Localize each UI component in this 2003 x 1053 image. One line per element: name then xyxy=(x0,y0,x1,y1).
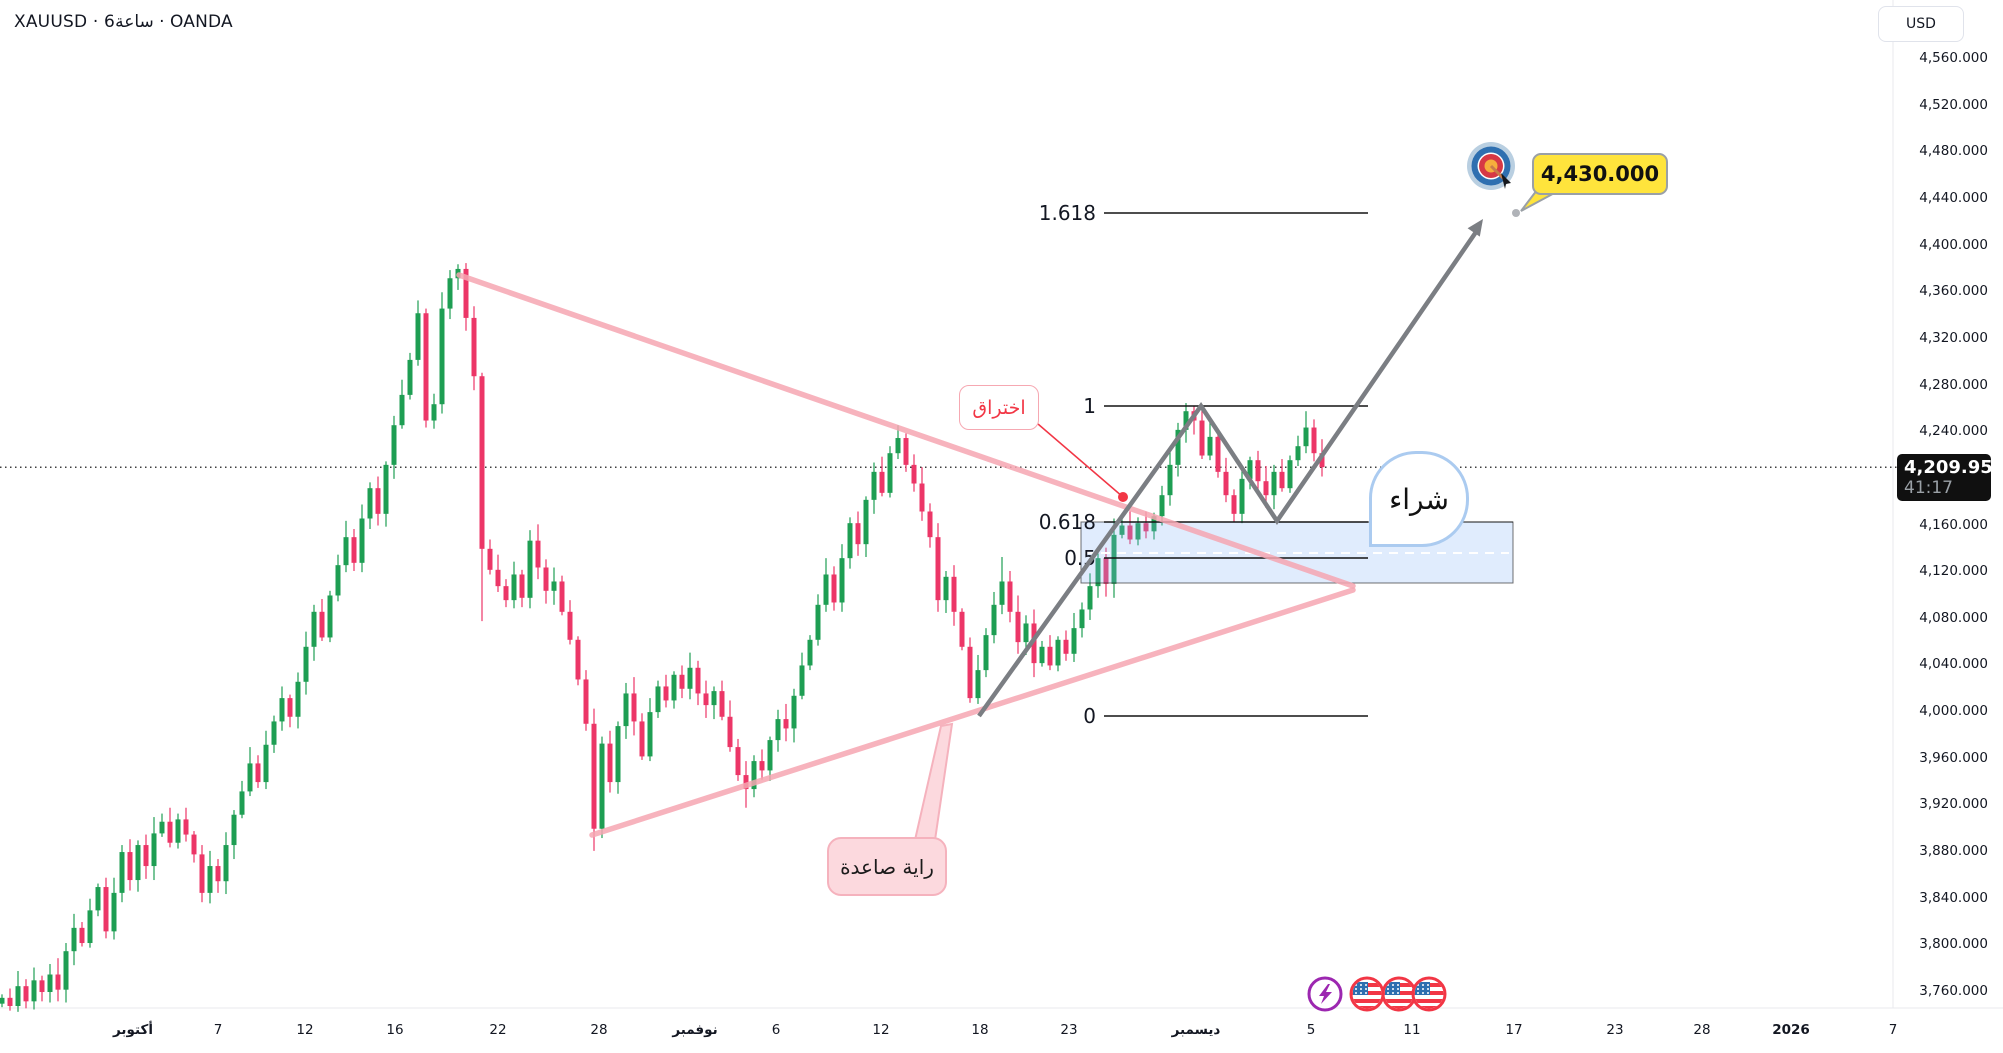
target-price-label[interactable]: 4,430.000 xyxy=(1532,153,1668,195)
price-scale-label: 3,960.000 xyxy=(1919,749,1988,766)
time-scale-label: 7 xyxy=(1888,1022,1898,1038)
time-scale-label: ديسمبر xyxy=(1171,1022,1221,1038)
price-scale-label: 3,840.000 xyxy=(1919,889,1988,906)
fib-level-label: 1.618 xyxy=(1039,201,1096,225)
time-scale-label: 17 xyxy=(1505,1022,1523,1038)
breakout-dot xyxy=(1118,492,1128,502)
price-scale-label: 4,240.000 xyxy=(1919,423,1988,440)
candles-layer xyxy=(0,263,1325,1012)
time-scale-label: 22 xyxy=(489,1022,507,1038)
breakout-annotation[interactable]: اختراق xyxy=(959,385,1039,430)
ascending-flag-annotation[interactable]: راية صاعدة xyxy=(827,837,947,896)
symbol-title[interactable]: XAUUSD · 6ساعة · OANDA xyxy=(14,12,233,32)
time-scale-label: 23 xyxy=(1060,1022,1078,1038)
price-scale-label: 4,440.000 xyxy=(1919,189,1988,206)
time-scale-label: 28 xyxy=(1693,1022,1711,1038)
fib-level-label: 1 xyxy=(1083,394,1096,418)
price-scale-label: 4,160.000 xyxy=(1919,516,1988,533)
price-scale-label: 4,520.000 xyxy=(1919,96,1988,113)
target-label-anchor-dot xyxy=(1512,209,1520,217)
time-scale-label: 23 xyxy=(1606,1022,1624,1038)
us-flag-icon xyxy=(1381,976,1417,1012)
pennant-trendline xyxy=(456,272,1356,589)
current-price-value: 4,209.955 xyxy=(1904,457,2003,478)
time-scale-label: 5 xyxy=(1306,1022,1316,1038)
price-scale-label: 4,120.000 xyxy=(1919,563,1988,580)
time-scale-label: 11 xyxy=(1403,1022,1421,1038)
price-scale-label: 3,920.000 xyxy=(1919,796,1988,813)
price-scale-label: 3,760.000 xyxy=(1919,983,1988,999)
time-scale-label: 2026 xyxy=(1772,1022,1810,1038)
current-price-tag[interactable]: 4,209.955 41:17 xyxy=(1897,454,2003,501)
time-scale-label: 16 xyxy=(386,1022,404,1038)
breakout-pointer-line xyxy=(1037,423,1124,498)
fib-level-label: 0.618 xyxy=(1039,510,1096,534)
time-scale-label: 12 xyxy=(872,1022,890,1038)
price-scale-label: 4,560.000 xyxy=(1919,50,1988,66)
dartboard-target-icon[interactable] xyxy=(1465,140,1519,198)
us-flag-icon xyxy=(1349,976,1385,1012)
price-scale-label: 4,360.000 xyxy=(1919,283,1988,300)
currency-toggle-button[interactable]: USD xyxy=(1878,6,1964,42)
price-scale-label: 4,280.000 xyxy=(1919,376,1988,393)
time-scale-label: 28 xyxy=(590,1022,608,1038)
price-scale-label: 3,800.000 xyxy=(1919,936,1988,953)
us-flag-icon xyxy=(1411,976,1447,1012)
price-scale-label: 4,080.000 xyxy=(1919,609,1988,626)
flag-annotation-stem xyxy=(913,722,954,841)
time-scale-label: 6 xyxy=(771,1022,781,1038)
price-scale-label: 4,400.000 xyxy=(1919,236,1988,253)
bar-countdown: 41:17 xyxy=(1904,478,1953,498)
lightning-event-icon xyxy=(1307,976,1343,1012)
fib-level-label: 0 xyxy=(1083,704,1096,728)
time-scale-label: 18 xyxy=(971,1022,989,1038)
time-scale-label: 12 xyxy=(296,1022,314,1038)
projection-zigzag xyxy=(977,230,1478,718)
price-scale-label: 4,040.000 xyxy=(1919,656,1988,673)
time-scale-label: أكتوبر xyxy=(113,1022,153,1038)
time-scale-label: 7 xyxy=(213,1022,223,1038)
pennant-trendline xyxy=(589,587,1356,838)
price-scale-label: 4,480.000 xyxy=(1919,143,1988,160)
price-scale-label: 4,000.000 xyxy=(1919,703,1988,720)
buy-annotation[interactable]: شراء xyxy=(1369,451,1469,547)
price-scale-label: 3,880.000 xyxy=(1919,843,1988,860)
projection-arrow-head xyxy=(1467,219,1483,237)
economic-events-row xyxy=(1305,973,1465,1021)
price-scale-label: 4,320.000 xyxy=(1919,329,1988,346)
time-scale-label: نوفمبر xyxy=(672,1022,718,1038)
